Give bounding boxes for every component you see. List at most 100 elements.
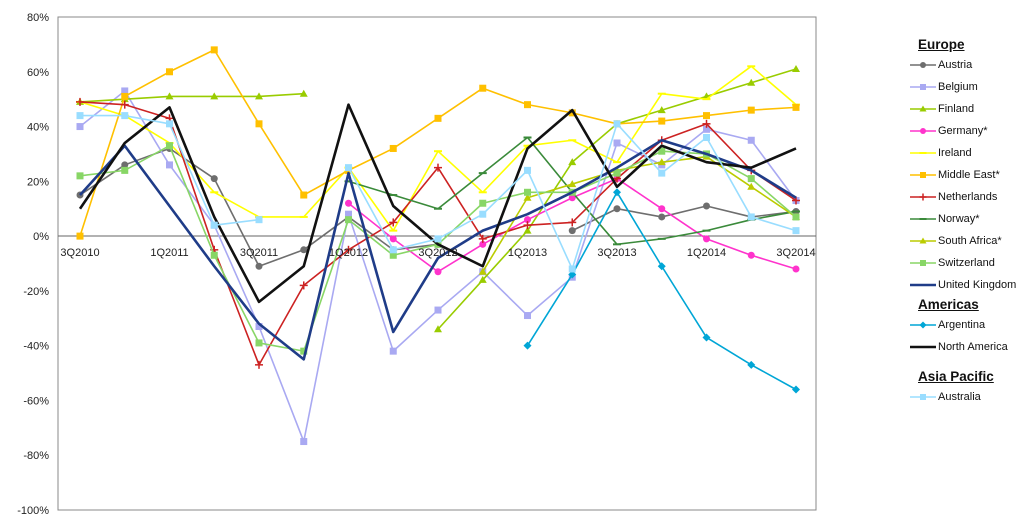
legend-swatch bbox=[910, 394, 936, 400]
data-point-austria bbox=[568, 227, 576, 235]
x-axis: 3Q2010 1Q2011 3Q2011 1Q2012 3Q2012 1Q2013 3Q20… bbox=[60, 247, 815, 259]
legend-heading-asia-pacific: Asia Pacific bbox=[918, 369, 994, 384]
y-tick-label: 0% bbox=[33, 231, 49, 243]
legend-marker bbox=[919, 321, 927, 329]
data-point-australia bbox=[524, 166, 531, 174]
data-point-middle-east bbox=[300, 191, 308, 199]
data-point-switzerland bbox=[121, 166, 129, 174]
data-point-argentina bbox=[747, 360, 756, 369]
series-line-austria bbox=[571, 205, 797, 232]
data-point-netherlands bbox=[299, 281, 308, 290]
data-point-middle-east bbox=[703, 112, 710, 120]
data-point-australia bbox=[121, 112, 129, 120]
data-point-belgium bbox=[434, 306, 442, 314]
legend-item-australia: Australia bbox=[900, 386, 1034, 408]
data-point-switzerland bbox=[792, 213, 800, 221]
x-tick-label: 1Q2014 bbox=[687, 247, 726, 259]
legend-swatch bbox=[910, 237, 936, 244]
legend-marker bbox=[920, 128, 926, 134]
data-point-netherlands bbox=[523, 221, 532, 230]
data-point-netherlands bbox=[792, 196, 800, 205]
x-tick-label: 3Q2012 bbox=[418, 247, 457, 259]
legend-swatch bbox=[910, 172, 936, 178]
data-point-germany bbox=[389, 235, 397, 243]
data-point-switzerland bbox=[300, 347, 308, 355]
data-point-australia bbox=[210, 221, 218, 229]
data-point-australia bbox=[703, 134, 710, 142]
legend-marker bbox=[920, 62, 926, 68]
data-point-belgium bbox=[121, 87, 129, 95]
legend-label: Argentina bbox=[938, 319, 986, 331]
data-point-south-africa bbox=[568, 180, 577, 188]
series-united-kingdom bbox=[79, 138, 797, 361]
data-point-switzerland bbox=[210, 251, 218, 259]
y-tick-label: -40% bbox=[23, 341, 49, 353]
data-point-netherlands bbox=[255, 360, 263, 369]
data-point-finland bbox=[792, 65, 800, 73]
legend-marker bbox=[920, 260, 926, 266]
data-point-netherlands bbox=[568, 218, 577, 227]
data-point-belgium bbox=[166, 161, 173, 169]
legend-marker bbox=[919, 193, 927, 201]
plot-area bbox=[57, 16, 817, 511]
data-point-australia bbox=[792, 227, 800, 235]
legend-swatch bbox=[910, 321, 936, 329]
data-point-netherlands bbox=[434, 163, 442, 172]
x-tick-label: 1Q2012 bbox=[329, 247, 368, 259]
data-point-netherlands bbox=[76, 97, 84, 106]
legend-marker bbox=[920, 394, 926, 400]
data-point-south-africa bbox=[523, 193, 532, 201]
data-point-austria bbox=[121, 161, 129, 169]
data-point-argentina bbox=[523, 341, 532, 350]
legend-heading-americas: Americas bbox=[918, 297, 979, 312]
data-point-australia bbox=[747, 213, 755, 221]
data-point-switzerland bbox=[479, 199, 487, 207]
data-point-germany bbox=[792, 265, 800, 273]
data-point-middle-east bbox=[210, 46, 218, 54]
data-point-germany bbox=[479, 240, 487, 248]
data-point-australia bbox=[613, 120, 621, 128]
data-point-finland bbox=[747, 78, 756, 86]
data-point-germany bbox=[434, 268, 442, 276]
legend-label: Netherlands bbox=[938, 191, 998, 203]
legend-swatch bbox=[910, 105, 936, 112]
data-point-austria bbox=[613, 205, 621, 213]
legend-label: Middle East* bbox=[938, 169, 1000, 181]
data-point-finland bbox=[478, 275, 487, 283]
x-tick-label: 1Q2011 bbox=[150, 247, 188, 259]
y-tick-label: 60% bbox=[27, 67, 49, 79]
data-point-austria bbox=[210, 175, 218, 183]
legend-label: North America bbox=[938, 341, 1008, 353]
series-argentina bbox=[523, 188, 800, 394]
data-point-middle-east bbox=[434, 114, 442, 122]
legend-item-argentina: Argentina bbox=[900, 314, 1034, 336]
legend-item-middle-east: Middle East* bbox=[900, 164, 1034, 186]
data-point-belgium bbox=[345, 210, 352, 218]
series-north-america bbox=[78, 103, 797, 304]
legend-swatch bbox=[910, 283, 936, 287]
data-point-switzerland bbox=[76, 172, 84, 180]
data-point-middle-east bbox=[121, 92, 129, 100]
y-tick-label: 40% bbox=[27, 122, 49, 134]
data-point-switzerland bbox=[389, 251, 397, 259]
series-line-united-kingdom bbox=[79, 138, 797, 361]
data-point-australia bbox=[568, 265, 576, 273]
data-point-germany bbox=[345, 199, 352, 207]
data-point-australia bbox=[658, 169, 666, 177]
legend-swatch bbox=[910, 84, 936, 90]
data-point-belgium bbox=[613, 139, 621, 147]
data-point-switzerland bbox=[345, 216, 352, 224]
legend-swatch bbox=[910, 218, 936, 220]
legend-label: Ireland bbox=[938, 147, 972, 159]
data-point-finland bbox=[299, 89, 308, 97]
data-point-australia bbox=[166, 120, 173, 128]
data-point-finland bbox=[657, 106, 666, 114]
legend-marker bbox=[920, 84, 926, 90]
legend-swatch bbox=[910, 128, 936, 134]
y-tick-label: -100% bbox=[17, 505, 49, 514]
legend-swatch bbox=[910, 345, 936, 349]
data-point-argentina bbox=[657, 262, 666, 271]
data-point-argentina bbox=[702, 333, 711, 342]
line-chart: 80% 60% 40% 20% 0% -20% -40% -60% -80% -100% 3Q20… bbox=[17, 12, 817, 514]
legend-item-germany: Germany* bbox=[900, 120, 1034, 142]
